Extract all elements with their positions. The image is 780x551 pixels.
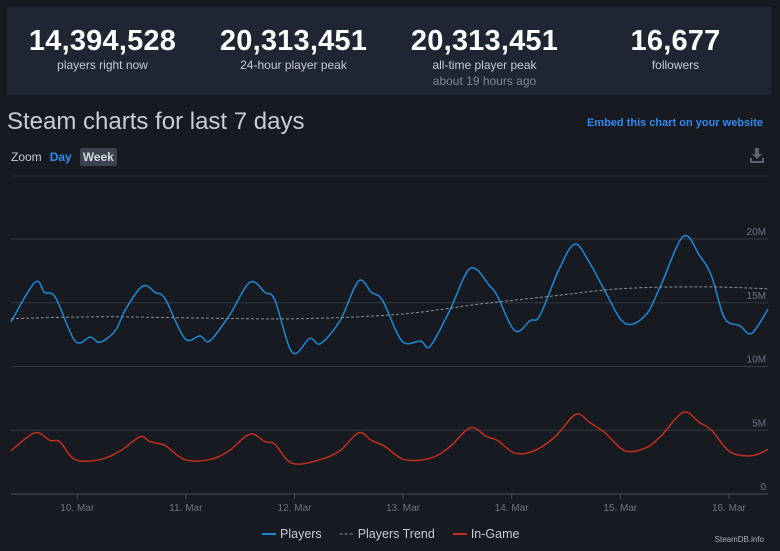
stat-value: 20,313,451	[219, 25, 368, 57]
legend-item[interactable]: Players	[280, 527, 322, 541]
y-tick-label: 10M	[747, 355, 766, 366]
stats-panel: 14,394,528 players right now 20,313,451 24…	[7, 7, 771, 95]
page-title: Steam charts for last 7 days	[7, 108, 305, 135]
series-line-players-trend	[10, 286, 769, 320]
series-line-players	[10, 234, 769, 355]
y-tick-label: 5M	[752, 418, 766, 429]
stat-label: all-time player peak	[432, 58, 537, 72]
x-tick-label: 11. Mar	[169, 503, 203, 514]
stat-subtext: about 19 hours ago	[432, 74, 537, 88]
stat-value: 16,677	[630, 25, 721, 57]
download-icon[interactable]	[749, 148, 765, 169]
x-tick-label: 14. Mar	[495, 503, 530, 514]
y-tick-label: 15M	[747, 291, 766, 302]
stat-players-now: 14,394,528 players right now	[7, 7, 198, 95]
x-tick-label: 15. Mar	[603, 503, 638, 514]
x-tick-label: 10. Mar	[60, 503, 95, 514]
y-tick-label: 20M	[747, 227, 766, 238]
stat-value: 14,394,528	[28, 25, 177, 57]
stat-alltime-peak: 20,313,451 all-time player peak about 19 h…	[389, 7, 580, 95]
x-tick-label: 12. Mar	[278, 503, 313, 514]
stat-value: 20,313,451	[410, 25, 559, 57]
stat-label: players right now	[57, 58, 148, 72]
x-tick-label: 16. Mar	[712, 503, 747, 514]
player-chart: 0 5M 10M 15M 20M 10. Mar 11. Mar 12. Mar 13. Mar…	[10, 175, 769, 544]
embed-chart-link[interactable]: Embed this chart on your website	[586, 117, 763, 129]
stat-followers: 16,677 followers	[580, 7, 771, 95]
zoom-label: Zoom	[11, 150, 42, 164]
stat-label: 24-hour player peak	[240, 58, 347, 72]
zoom-controls: Zoom Day Week	[11, 148, 117, 166]
series-line-in-game	[10, 411, 769, 465]
legend-item[interactable]: Players Trend	[358, 527, 435, 541]
stat-24h-peak: 20,313,451 24-hour player peak	[198, 7, 389, 95]
y-tick-label: 0	[760, 482, 766, 493]
zoom-week-button[interactable]: Week	[79, 148, 117, 166]
steamdb-credit: SteamDB.info	[715, 535, 765, 544]
stat-label: followers	[651, 58, 700, 72]
zoom-day-button[interactable]: Day	[49, 150, 72, 164]
x-tick-label: 13. Mar	[386, 503, 421, 514]
legend-item[interactable]: In-Game	[471, 527, 520, 541]
